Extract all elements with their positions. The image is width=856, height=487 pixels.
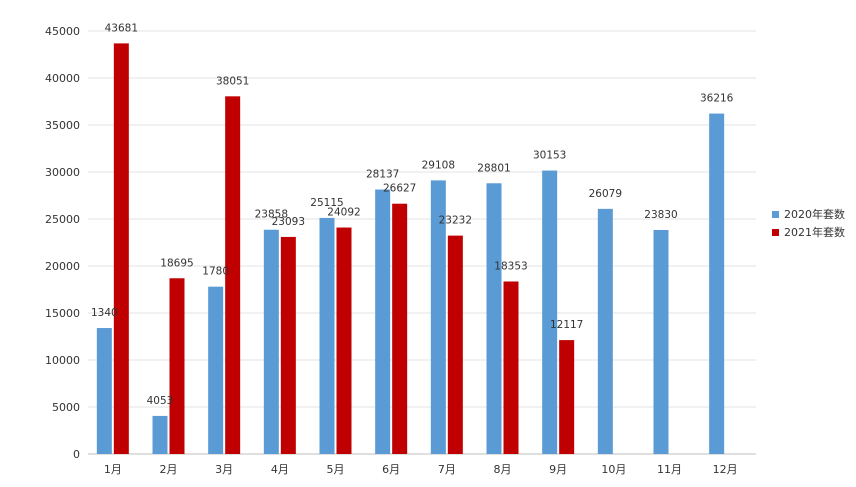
x-tick-label: 1月 xyxy=(104,463,122,476)
legend-item-2020: 2020年套数 xyxy=(772,205,845,223)
bar-2020年套数-11月 xyxy=(653,229,669,454)
bar-2020年套数-6月 xyxy=(375,189,391,454)
bar-2021年套数-8月 xyxy=(503,281,519,454)
y-tick-label: 5000 xyxy=(52,401,80,414)
x-tick-label: 2月 xyxy=(160,463,178,476)
y-tick-label: 20000 xyxy=(45,260,80,273)
x-tick-label: 4月 xyxy=(271,463,289,476)
data-label: 18695 xyxy=(160,257,193,269)
bar-2021年套数-5月 xyxy=(336,227,352,454)
bar-2020年套数-9月 xyxy=(542,170,558,454)
y-tick-label: 40000 xyxy=(45,72,80,85)
legend-swatch-2021 xyxy=(772,228,779,236)
x-axis: 1月 2月 3月 4月 5月 6月 7月 8月 9月 10月 11月 12月 xyxy=(104,463,738,476)
x-tick-label: 3月 xyxy=(215,463,233,476)
data-label: 1780 xyxy=(202,266,229,278)
x-tick-label: 11月 xyxy=(657,463,682,476)
x-tick-label: 9月 xyxy=(549,463,567,476)
data-label: 30153 xyxy=(533,150,566,162)
data-label: 28801 xyxy=(477,162,510,174)
y-axis: 0 5000 10000 15000 20000 25000 30000 35000 40000… xyxy=(45,25,80,461)
data-label: 1340 xyxy=(91,307,118,319)
data-label: 23830 xyxy=(644,209,677,221)
data-label: 38051 xyxy=(216,75,249,87)
y-tick-label: 15000 xyxy=(45,307,80,320)
bar-2021年套数-2月 xyxy=(169,278,185,454)
data-label: 36216 xyxy=(700,93,734,105)
bar-2021年套数-3月 xyxy=(225,96,241,454)
data-label: 23093 xyxy=(272,216,305,228)
data-label: 23858 xyxy=(255,209,288,221)
x-tick-label: 8月 xyxy=(494,463,512,476)
legend-swatch-2020 xyxy=(772,210,779,218)
y-tick-label: 0 xyxy=(73,448,80,461)
legend-label-2021: 2021年套数 xyxy=(784,226,845,239)
bar-2021年套数-9月 xyxy=(559,340,575,454)
bar-2021年套数-1月 xyxy=(113,43,129,455)
legend: 2020年套数 2021年套数 xyxy=(772,205,845,241)
legend-item-2021: 2021年套数 xyxy=(772,223,845,241)
bar-2020年套数-5月 xyxy=(319,217,335,454)
bars xyxy=(96,43,725,455)
data-label: 29108 xyxy=(422,159,455,171)
data-label: 26627 xyxy=(383,183,416,195)
data-labels: 1340 4053 1780 23858 25115 28137 29108 28801 301… xyxy=(91,22,734,407)
bar-2021年套数-7月 xyxy=(447,235,463,454)
gridlines xyxy=(88,30,756,455)
y-tick-label: 10000 xyxy=(45,354,80,367)
bar-2020年套数-1月 xyxy=(96,328,112,454)
data-label: 12117 xyxy=(550,319,583,331)
bar-2020年套数-7月 xyxy=(430,180,446,454)
x-tick-label: 7月 xyxy=(438,463,456,476)
data-label: 18353 xyxy=(494,260,527,272)
bar-2020年套数-8月 xyxy=(486,183,502,454)
data-label: 25115 xyxy=(310,197,343,209)
x-tick-label: 5月 xyxy=(327,463,345,476)
y-tick-label: 35000 xyxy=(45,119,80,132)
bar-2021年套数-4月 xyxy=(280,236,296,454)
data-label: 26079 xyxy=(589,188,622,200)
x-tick-label: 10月 xyxy=(601,463,626,476)
data-label: 43681 xyxy=(105,22,138,34)
x-tick-label: 12月 xyxy=(713,463,738,476)
data-label: 24092 xyxy=(327,207,360,219)
bar-2020年套数-12月 xyxy=(709,113,725,454)
bar-2020年套数-2月 xyxy=(152,415,168,454)
y-tick-label: 45000 xyxy=(45,25,80,38)
bar-2021年套数-6月 xyxy=(392,203,408,454)
bar-2020年套数-3月 xyxy=(208,286,224,454)
bar-2020年套数-10月 xyxy=(597,208,613,454)
data-label: 23232 xyxy=(439,215,472,227)
bar-2020年套数-4月 xyxy=(263,229,279,454)
data-label: 4053 xyxy=(147,395,174,407)
y-tick-label: 30000 xyxy=(45,166,80,179)
data-label: 28137 xyxy=(366,169,399,181)
legend-label-2020: 2020年套数 xyxy=(784,208,845,221)
y-tick-label: 25000 xyxy=(45,213,80,226)
x-tick-label: 6月 xyxy=(382,463,400,476)
